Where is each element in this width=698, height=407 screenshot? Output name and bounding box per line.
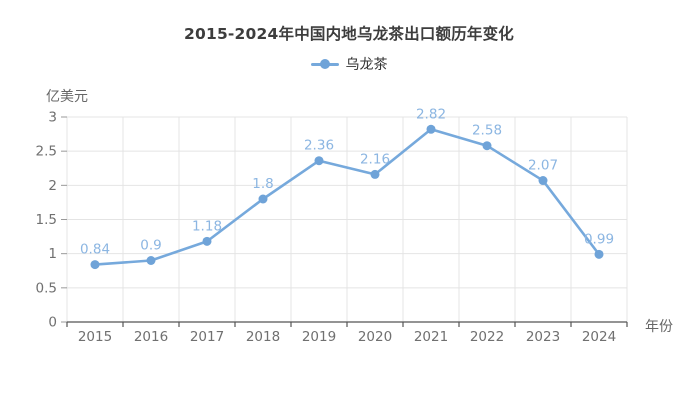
data-value-label: 2.82 xyxy=(416,106,446,122)
data-value-labels: 0.84 0.9 1.18 1.8 2.36 2.16 2.82 2.58 2.07 0.99 xyxy=(80,106,614,257)
y-tick-label: 3 xyxy=(48,110,57,126)
data-value-label: 2.16 xyxy=(360,151,390,167)
chart-title: 2015-2024年中国内地乌龙茶出口额历年变化 xyxy=(183,25,514,43)
data-value-label: 2.07 xyxy=(528,158,558,174)
y-tick-label: 1 xyxy=(48,246,57,262)
x-tick-label: 2022 xyxy=(470,329,504,345)
y-tick-label: 0 xyxy=(48,315,57,331)
data-value-label: 2.36 xyxy=(304,138,334,154)
data-value-label: 1.18 xyxy=(192,218,222,234)
horizontal-gridlines xyxy=(67,116,627,289)
legend-item-oolong[interactable]: 乌龙茶 xyxy=(0,54,698,74)
y-tick-label: 0.5 xyxy=(36,280,57,296)
data-point xyxy=(538,176,548,186)
x-tick-label: 2017 xyxy=(190,329,224,345)
y-axis-ticks-and-labels: 0 0.5 1 1.5 2 2.5 3 xyxy=(36,110,67,331)
x-axis xyxy=(66,321,628,327)
legend-dot-icon xyxy=(319,59,330,69)
data-value-label: 0.9 xyxy=(140,238,161,254)
x-tick-label: 2020 xyxy=(358,329,392,345)
data-value-label: 0.99 xyxy=(584,231,614,247)
data-point xyxy=(314,156,324,166)
data-value-label: 0.84 xyxy=(80,242,110,258)
y-axis-unit-label: 亿美元 xyxy=(46,89,88,105)
series-line-oolong[interactable] xyxy=(93,128,601,266)
x-tick-label: 2023 xyxy=(526,329,560,345)
data-point xyxy=(594,249,604,259)
x-axis-name-label: 年份 xyxy=(645,319,673,335)
data-value-label: 2.58 xyxy=(472,123,502,139)
x-tick-label: 2019 xyxy=(302,329,336,345)
data-value-label: 1.8 xyxy=(252,176,273,192)
legend-label: 乌龙茶 xyxy=(345,57,388,73)
data-point xyxy=(482,141,492,151)
series-points[interactable] xyxy=(90,124,604,270)
y-tick-label: 2 xyxy=(48,178,57,194)
x-tick-label: 2018 xyxy=(246,329,280,345)
x-tick-label: 2015 xyxy=(78,329,112,345)
legend-line-dot-icon xyxy=(310,58,339,70)
x-axis-labels: 2015 2016 2017 2018 2019 2020 2021 2022 2023 2024 xyxy=(78,329,616,345)
y-tick-label: 1.5 xyxy=(36,212,57,228)
y-tick-label: 2.5 xyxy=(36,144,57,160)
data-point xyxy=(258,194,268,204)
data-point xyxy=(90,260,100,270)
data-point xyxy=(370,169,380,179)
data-point xyxy=(202,236,212,246)
x-tick-label: 2021 xyxy=(414,329,448,345)
data-point xyxy=(146,256,156,265)
x-tick-label: 2024 xyxy=(582,329,616,345)
x-tick-label: 2016 xyxy=(134,329,168,345)
data-point xyxy=(426,124,436,134)
